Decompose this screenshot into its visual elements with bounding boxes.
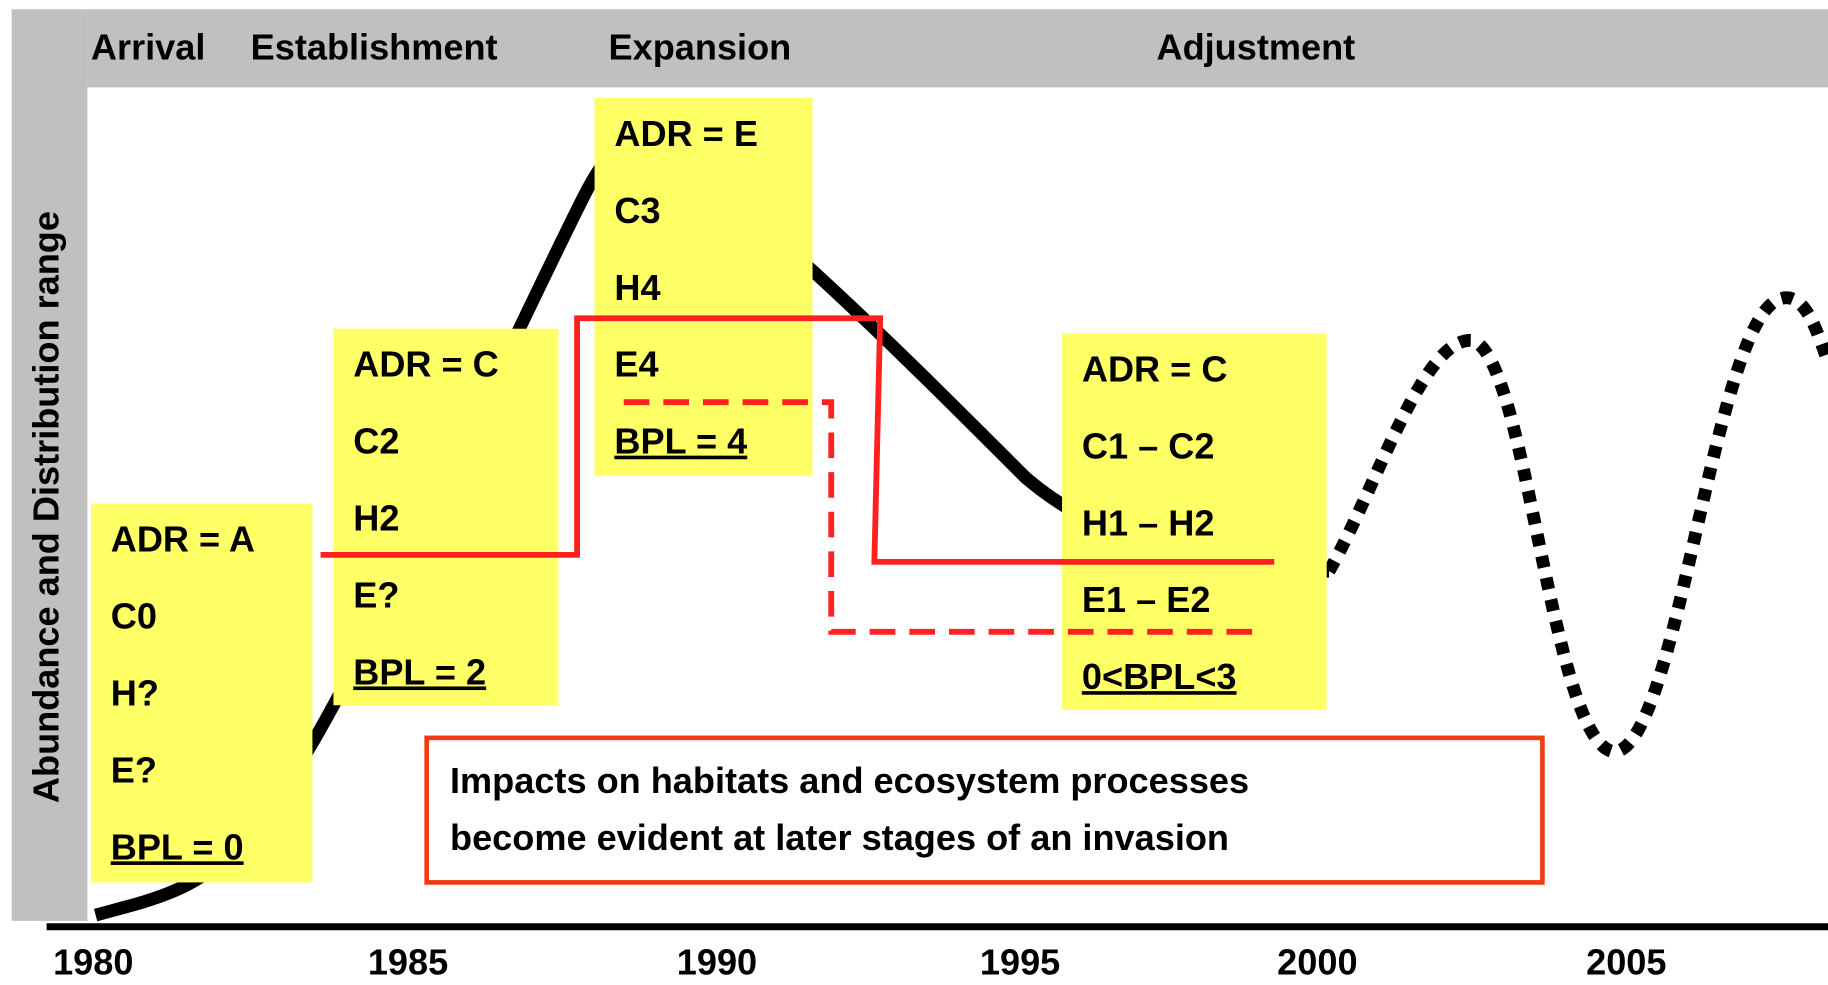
impact-line (320, 315, 1275, 565)
x-tick-label: 2005 (1586, 942, 1666, 983)
box-line: E? (353, 575, 399, 616)
stage-box (1062, 333, 1327, 710)
box-line: E? (111, 749, 157, 790)
x-tick-label: 1980 (53, 942, 133, 983)
y-axis-band (11, 9, 88, 921)
stage-label: Establishment (251, 27, 498, 68)
x-tick-label: 1985 (368, 942, 448, 983)
box-line: ADR = E (614, 113, 758, 154)
box-line: C2 (353, 421, 399, 462)
box-line: C1 – C2 (1082, 425, 1215, 466)
note-line: Impacts on habitats and ecosystem proces… (450, 760, 1249, 801)
box-bpl: BPL = 2 (353, 651, 486, 692)
box-line: ADR = A (111, 519, 255, 560)
box-line: H4 (614, 267, 660, 308)
box-line: E4 (614, 344, 658, 385)
box-bpl: BPL = 0 (111, 826, 244, 867)
impact-line-dashed (623, 399, 1257, 635)
boxes: ADR = A C0 H? E? BPL = 0 ADR = C C2 H2 E? BPL = 2… (90, 97, 1327, 883)
stage-label: Arrival (91, 27, 205, 68)
x-tick-label: 2000 (1277, 942, 1357, 983)
box-line: H? (111, 672, 159, 713)
box-bpl: 0<BPL<3 (1082, 656, 1237, 697)
box-line: C3 (614, 190, 660, 231)
stage-box (333, 328, 559, 706)
box-line: E1 – E2 (1082, 579, 1211, 620)
box-bpl: BPL = 4 (614, 421, 747, 462)
stage-band (87, 9, 1828, 88)
box-line: ADR = C (1082, 348, 1228, 389)
stage-box (90, 503, 313, 883)
x-tick-label: 1990 (677, 942, 757, 983)
stage-box (594, 97, 813, 476)
box-line: ADR = C (353, 344, 499, 385)
box-line: C0 (111, 596, 157, 637)
stage-label: Adjustment (1156, 27, 1355, 68)
y-axis-label: Abundance and Distribution range (26, 211, 67, 803)
box-line: H1 – H2 (1082, 502, 1215, 543)
box-line: H2 (353, 498, 399, 539)
x-tick-label: 1995 (980, 942, 1060, 983)
stage-label: Expansion (609, 27, 792, 68)
note-box (424, 735, 1545, 885)
note-line: become evident at later stages of an inv… (450, 817, 1229, 858)
projected-curve (1323, 291, 1828, 759)
